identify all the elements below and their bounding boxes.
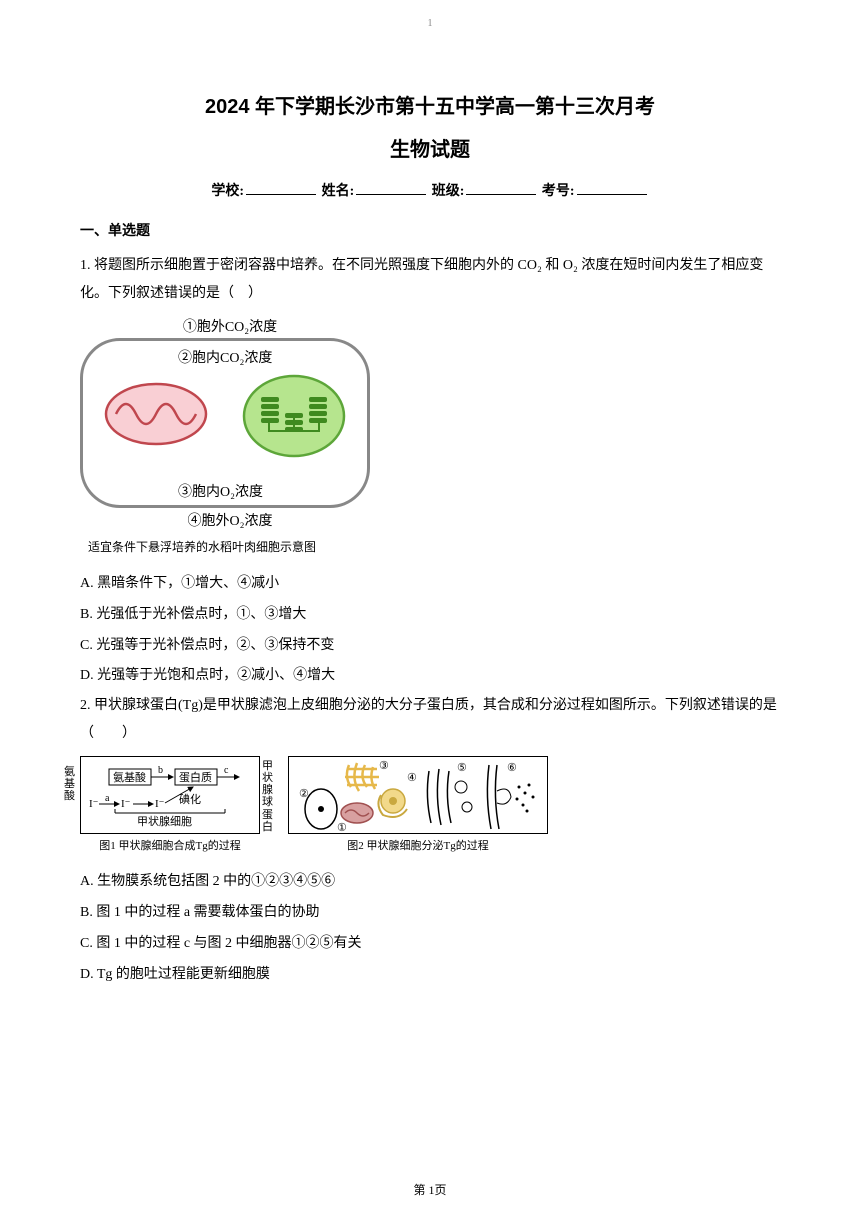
q2-fig1-left-label: 氨基酸: [64, 766, 78, 802]
q1-option-d: D. 光强等于光饱和点时，②减小、④增大: [80, 661, 780, 692]
svg-text:⑥: ⑥: [507, 762, 517, 774]
svg-text:⑤: ⑤: [457, 762, 467, 774]
fig1-diagram-icon: I⁻ a I⁻ I⁻ 氨基酸 b 蛋白质 c 碘化 甲状腺细胞: [81, 757, 261, 835]
blank-name: [356, 194, 426, 195]
section-heading: 一、单选题: [80, 220, 780, 240]
q2-fig1-right-label: 甲状腺球蛋白: [262, 760, 276, 833]
q1-option-a: A. 黑暗条件下，①增大、④减小: [80, 569, 780, 600]
svg-text:氨基酸: 氨基酸: [113, 770, 146, 784]
q2-option-c: C. 图 1 中的过程 c 与图 2 中细胞器①②⑤有关: [80, 929, 780, 960]
label-school: 学校:: [211, 184, 244, 199]
chloroplast-icon: [239, 371, 349, 461]
title-sub: 生物试题: [80, 133, 780, 162]
q1-label-3: ③胞内O₂浓度: [178, 481, 263, 501]
svg-text:I⁻: I⁻: [121, 798, 131, 810]
q2-figures: 氨基酸 I⁻ a I⁻ I⁻ 氨基酸 b 蛋白质: [80, 756, 780, 853]
q2-fig2-box: ③ ② ① ④ ⑤ ⑥: [288, 756, 548, 834]
label-class: 班级:: [432, 184, 465, 199]
blank-school: [246, 194, 316, 195]
q1-label-1: ①胞外CO₂浓度: [80, 316, 380, 336]
svg-text:b: b: [158, 765, 163, 776]
q1-label-2: ②胞内CO₂浓度: [178, 347, 272, 367]
svg-text:a: a: [105, 793, 110, 804]
svg-text:I⁻: I⁻: [155, 798, 165, 810]
svg-text:I⁻: I⁻: [89, 798, 99, 810]
page-footer: 第 1页: [413, 1181, 446, 1198]
svg-text:①: ①: [337, 822, 347, 834]
blank-examno: [577, 194, 647, 195]
q2-fig1-caption: 图1 甲状腺细胞合成Tg的过程: [80, 837, 260, 853]
label-name: 姓名:: [322, 184, 355, 199]
q2-text: 2. 甲状腺球蛋白(Tg)是甲状腺滤泡上皮细胞分泌的大分子蛋白质，其合成和分泌过…: [80, 692, 780, 748]
q2-option-d: D. Tg 的胞吐过程能更新细胞膜: [80, 960, 780, 991]
q2-options: A. 生物膜系统包括图 2 中的①②③④⑤⑥ B. 图 1 中的过程 a 需要载…: [80, 867, 780, 990]
mitochondrion-icon: [101, 379, 211, 449]
title-main: 2024 年下学期长沙市第十五中学高一第十三次月考: [80, 90, 780, 119]
top-marker: 1: [428, 18, 433, 29]
q1-options: A. 黑暗条件下，①增大、④减小 B. 光强低于光补偿点时，①、③增大 C. 光…: [80, 569, 780, 692]
svg-text:c: c: [224, 765, 229, 776]
svg-text:②: ②: [299, 788, 309, 800]
q1-label-4: ④胞外O₂浓度: [80, 510, 380, 530]
label-examno: 考号:: [542, 184, 575, 199]
q1-caption: 适宜条件下悬浮培养的水稻叶肉细胞示意图: [88, 538, 380, 555]
svg-text:④: ④: [407, 772, 417, 784]
fig2-diagram-icon: ③ ② ① ④ ⑤ ⑥: [289, 757, 549, 835]
q1-figure: ①胞外CO₂浓度 ②胞内CO₂浓度 ③胞内O₂浓度 ④胞外O₂浓度 适宜条件下悬…: [80, 316, 780, 555]
q1-option-b: B. 光强低于光补偿点时，①、③增大: [80, 600, 780, 631]
svg-text:碘化: 碘化: [179, 792, 201, 806]
cell-box: ②胞内CO₂浓度 ③胞内O₂浓度: [80, 338, 370, 508]
q1-text: 1. 将题图所示细胞置于密闭容器中培养。在不同光照强度下细胞内外的 CO₂ 和 …: [80, 252, 780, 308]
q2-option-b: B. 图 1 中的过程 a 需要载体蛋白的协助: [80, 898, 780, 929]
info-line: 学校: 姓名: 班级: 考号:: [80, 180, 780, 200]
svg-text:甲状腺细胞: 甲状腺细胞: [137, 814, 192, 828]
q2-option-a: A. 生物膜系统包括图 2 中的①②③④⑤⑥: [80, 867, 780, 898]
svg-text:③: ③: [379, 760, 389, 772]
q1-option-c: C. 光强等于光补偿点时，②、③保持不变: [80, 631, 780, 662]
blank-class: [466, 194, 536, 195]
q2-fig2-caption: 图2 甲状腺细胞分泌Tg的过程: [288, 837, 548, 853]
q2-fig1-box: I⁻ a I⁻ I⁻ 氨基酸 b 蛋白质 c 碘化 甲状腺细胞: [80, 756, 260, 834]
svg-text:蛋白质: 蛋白质: [179, 770, 212, 784]
